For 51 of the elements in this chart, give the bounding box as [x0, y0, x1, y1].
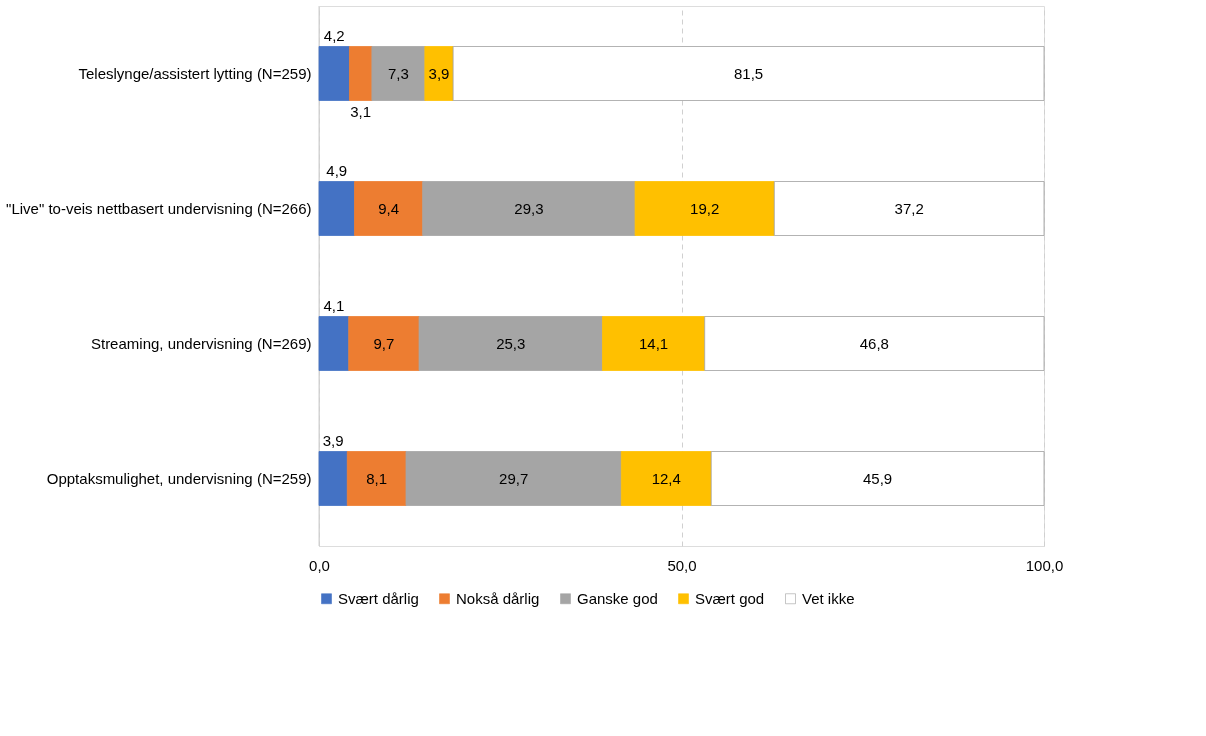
data-label: 25,3	[496, 334, 526, 352]
data-label: 37,2	[894, 199, 924, 217]
bar	[318, 181, 355, 236]
legend-label: Vet ikke	[802, 589, 855, 607]
data-label: 81,5	[733, 64, 764, 82]
data-label: 46,8	[859, 334, 889, 352]
data-label: 45,9	[863, 469, 893, 487]
bar	[620, 451, 712, 506]
bar	[704, 316, 1045, 371]
bar	[634, 181, 775, 236]
bar	[349, 46, 373, 101]
data-label: 3,1	[350, 102, 372, 120]
data-label: 9,4	[378, 199, 400, 217]
legend-label: Svært god	[695, 589, 765, 607]
bar	[348, 316, 420, 371]
bar	[354, 181, 424, 236]
bar	[318, 451, 348, 506]
bar	[422, 181, 636, 236]
y-tick-label: Streaming, undervisning (N=269)	[90, 334, 312, 352]
data-label: 4,9	[326, 161, 348, 179]
legend-label: Svært dårlig	[338, 589, 419, 607]
x-tick-label: 0,0	[309, 556, 330, 574]
data-label: 19,2	[690, 199, 720, 217]
bar	[773, 181, 1045, 236]
y-tick-label: "Live" to-veis nettbasert undervisning (N=266)	[6, 199, 312, 217]
data-label: 29,3	[514, 199, 544, 217]
data-label: 4,2	[323, 26, 345, 44]
data-label: 3,9	[428, 64, 450, 82]
x-tick-label: 100,0	[1025, 556, 1064, 574]
data-label: 4,1	[323, 296, 345, 314]
data-label: 9,7	[373, 334, 395, 352]
bar	[452, 46, 1045, 101]
bar	[318, 316, 350, 371]
legend-label: Ganske god	[577, 589, 658, 607]
bar	[318, 46, 350, 101]
data-label: 3,9	[322, 431, 344, 449]
bar	[602, 316, 706, 371]
legend-label: Nokså dårlig	[456, 589, 540, 607]
data-label: 14,1	[638, 334, 669, 352]
data-label: 12,4	[651, 469, 681, 487]
bar	[405, 451, 622, 506]
bar	[418, 316, 603, 371]
data-label: 29,7	[499, 469, 529, 487]
bar	[710, 451, 1045, 506]
y-tick-label: Opptaksmulighet, undervisning (N=259)	[46, 469, 312, 487]
data-label: 7,3	[387, 64, 409, 82]
x-tick-label: 50,0	[667, 556, 697, 574]
y-tick-label: Teleslynge/assistert lytting (N=259)	[78, 64, 312, 82]
bar	[371, 46, 426, 101]
bar	[346, 451, 407, 506]
data-label: 8,1	[366, 469, 388, 487]
